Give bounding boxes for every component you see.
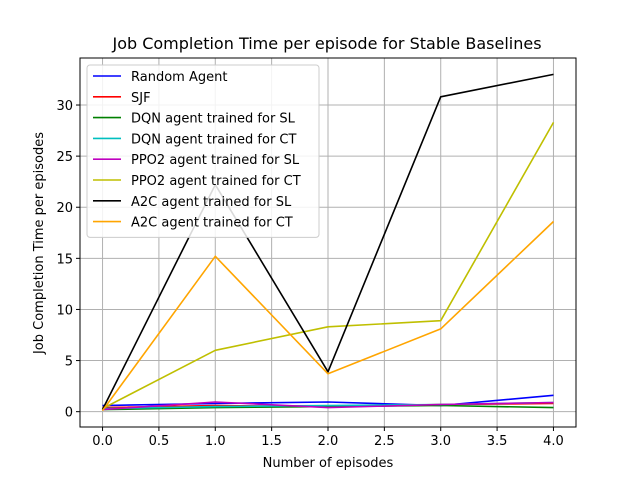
series-line-ppo2-agent-trained-for-ct	[102, 122, 555, 410]
legend: Random Agent SJF DQN agent trained for SL D…	[86, 64, 320, 238]
x-tick-label: 2.5	[374, 434, 395, 449]
x-tick-label: 1.5	[261, 434, 282, 449]
series-line-dqn-agent-trained-for-sl	[102, 404, 554, 411]
legend-label: DQN agent trained for CT	[131, 132, 297, 147]
y-tick-label: 30	[56, 99, 73, 114]
y-tick-label: 15	[56, 252, 73, 267]
y-tick-label: 10	[56, 303, 73, 318]
series-line-a2c-agent-trained-for-sl	[101, 73, 554, 410]
y-tick-label: 5	[65, 355, 73, 370]
x-tick-label: 0.5	[149, 434, 170, 449]
chart-title: Job Completion Time per episode for Stab…	[111, 34, 541, 53]
legend-label: PPO2 agent trained for SL	[131, 153, 300, 168]
legend-label: PPO2 agent trained for CT	[131, 174, 301, 189]
series-line-a2c-agent-trained-for-ct	[101, 220, 555, 412]
x-tick-label: 0.0	[92, 434, 113, 449]
series-line-ppo2-agent-trained-for-sl	[102, 401, 554, 411]
y-axis-label: Job Completion Time per episodes	[32, 132, 47, 355]
legend-box	[86, 64, 320, 238]
x-tick-label: 3.5	[487, 434, 508, 449]
y-tick-label: 0	[65, 406, 73, 421]
legend-label: A2C agent trained for SL	[131, 195, 292, 210]
legend-label: DQN agent trained for SL	[131, 112, 296, 127]
legend-label: Random Agent	[131, 70, 227, 85]
legend-label: A2C agent trained for CT	[131, 216, 293, 231]
x-tick-label: 3.0	[430, 434, 451, 449]
x-tick-label: 2.0	[318, 434, 339, 449]
series-lines	[101, 73, 555, 412]
y-axis-ticks: 0 5 10 15 20 25 30	[56, 99, 80, 421]
x-tick-label: 4.0	[543, 434, 564, 449]
x-axis-label: Number of episodes	[263, 456, 394, 471]
x-axis-ticks: 0.0 0.5 1.0 1.5 2.0 2.5 3.0 3.5 4.0	[92, 427, 564, 449]
y-tick-label: 25	[56, 150, 73, 165]
x-tick-label: 1.0	[205, 434, 226, 449]
y-tick-label: 20	[56, 201, 73, 216]
legend-label: SJF	[131, 91, 151, 106]
